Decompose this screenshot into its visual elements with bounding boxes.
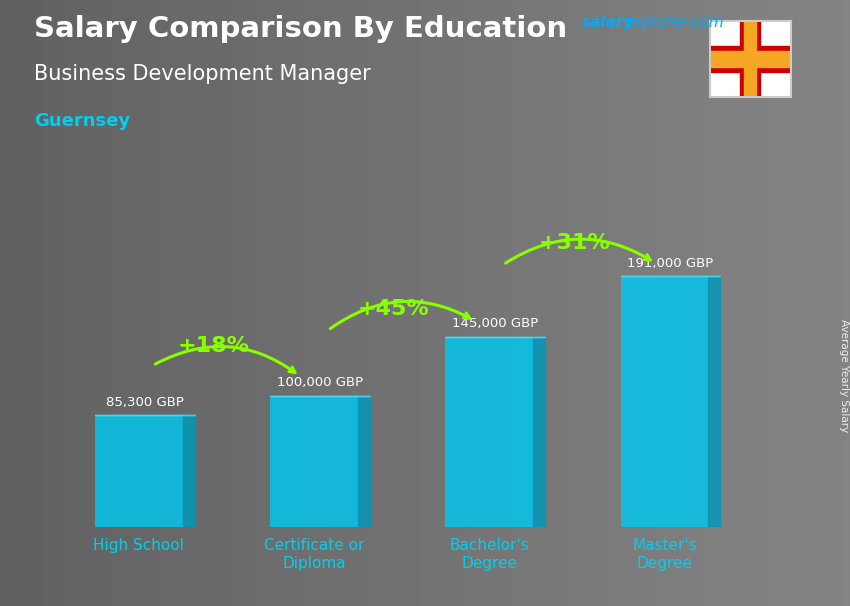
Bar <box>744 21 756 97</box>
Text: 191,000 GBP: 191,000 GBP <box>627 257 714 270</box>
Text: +31%: +31% <box>538 233 610 253</box>
Text: 85,300 GBP: 85,300 GBP <box>106 396 184 408</box>
Polygon shape <box>708 276 721 527</box>
Text: Average Yearly Salary: Average Yearly Salary <box>839 319 849 432</box>
Text: Guernsey: Guernsey <box>34 112 130 130</box>
Text: Business Development Manager: Business Development Manager <box>34 64 371 84</box>
Text: explorer.com: explorer.com <box>625 15 724 30</box>
Bar <box>270 396 358 527</box>
Bar <box>710 46 791 72</box>
Text: Salary Comparison By Education: Salary Comparison By Education <box>34 15 567 43</box>
Polygon shape <box>533 337 545 527</box>
Text: +45%: +45% <box>358 299 429 319</box>
Polygon shape <box>358 396 370 527</box>
Bar <box>710 51 791 67</box>
Bar <box>620 276 708 527</box>
Text: +18%: +18% <box>178 336 249 356</box>
Text: 100,000 GBP: 100,000 GBP <box>277 376 363 389</box>
Bar <box>740 21 760 97</box>
Polygon shape <box>183 415 195 527</box>
Text: 145,000 GBP: 145,000 GBP <box>452 318 538 330</box>
Text: salary: salary <box>582 15 635 30</box>
Bar <box>445 337 533 527</box>
Bar <box>95 415 183 527</box>
